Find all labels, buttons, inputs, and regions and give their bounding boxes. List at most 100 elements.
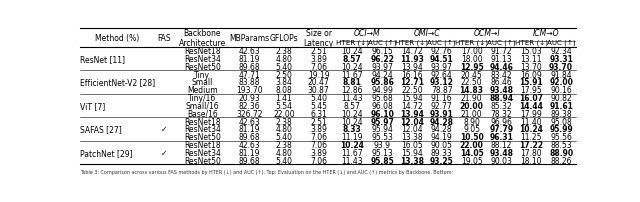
Text: 10.24: 10.24 (342, 117, 363, 126)
Text: 91.61: 91.61 (549, 101, 573, 110)
Text: 92.77: 92.77 (431, 101, 452, 110)
Text: 96.22: 96.22 (370, 55, 394, 64)
Text: 19.19: 19.19 (308, 70, 330, 79)
Text: 4.80: 4.80 (276, 148, 292, 157)
Text: ICM→O: ICM→O (533, 29, 559, 38)
Text: 96.96: 96.96 (490, 117, 513, 126)
Text: 90.16: 90.16 (550, 86, 572, 95)
Text: 16.09: 16.09 (520, 70, 542, 79)
Text: ResNet18: ResNet18 (184, 140, 221, 149)
Text: 10.24: 10.24 (519, 125, 543, 134)
Text: 12.04: 12.04 (401, 125, 423, 134)
Text: 15.94: 15.94 (401, 148, 423, 157)
Text: 95.97: 95.97 (370, 117, 394, 126)
Text: 95.08: 95.08 (550, 117, 572, 126)
Text: 10.24: 10.24 (342, 63, 363, 72)
Text: 15.91: 15.91 (520, 78, 543, 87)
Text: 2.38: 2.38 (276, 140, 292, 149)
Text: OMI→C: OMI→C (413, 29, 440, 38)
Text: 96.10: 96.10 (370, 109, 394, 118)
Text: Method (%): Method (%) (95, 34, 140, 43)
Text: 193.70: 193.70 (236, 86, 263, 95)
Text: 12.71: 12.71 (400, 78, 424, 87)
Text: Tiny/16: Tiny/16 (188, 94, 216, 103)
Text: Base/16: Base/16 (187, 109, 218, 118)
Text: 21.00: 21.00 (461, 109, 483, 118)
Text: Table 3: Comparison across various FAS methods by HTER (↓) and AUC (↑). Top: Eva: Table 3: Comparison across various FAS m… (80, 169, 453, 174)
Text: 86.46: 86.46 (491, 78, 512, 87)
Text: FAS: FAS (157, 34, 171, 43)
Text: 89.38: 89.38 (550, 109, 572, 118)
Text: Backbone
Architecture: Backbone Architecture (179, 29, 226, 48)
Text: AUC (↑): AUC (↑) (547, 40, 575, 46)
Text: 4.80: 4.80 (276, 55, 292, 64)
Text: 12.95: 12.95 (460, 63, 483, 72)
Text: 14.44: 14.44 (519, 101, 543, 110)
Text: ViT [7]: ViT [7] (81, 101, 106, 110)
Text: 47.71: 47.71 (239, 70, 260, 79)
Text: 7.06: 7.06 (310, 156, 327, 165)
Text: 89.68: 89.68 (239, 156, 260, 165)
Text: 96.31: 96.31 (490, 133, 513, 141)
Text: 88.12: 88.12 (491, 140, 512, 149)
Text: 20.93: 20.93 (239, 94, 260, 103)
Text: 92.34: 92.34 (550, 47, 572, 56)
Text: 94.99: 94.99 (371, 86, 393, 95)
Text: MBParams: MBParams (230, 34, 269, 43)
Text: 42.63: 42.63 (239, 47, 260, 56)
Text: ResNet18: ResNet18 (184, 117, 221, 126)
Text: EfficientNet-V2 [28]: EfficientNet-V2 [28] (81, 78, 156, 87)
Text: 81.19: 81.19 (239, 125, 260, 134)
Text: 95.13: 95.13 (371, 148, 393, 157)
Text: ✓: ✓ (161, 148, 168, 157)
Text: 15.94: 15.94 (401, 94, 423, 103)
Text: 91.72: 91.72 (491, 47, 512, 56)
Text: 91.13: 91.13 (491, 55, 512, 64)
Text: 8.90: 8.90 (463, 117, 480, 126)
Text: 42.63: 42.63 (239, 140, 260, 149)
Text: 93.70: 93.70 (549, 63, 573, 72)
Text: ResNet34: ResNet34 (184, 55, 221, 64)
Text: 5.40: 5.40 (310, 94, 327, 103)
Text: 7.06: 7.06 (310, 140, 327, 149)
Text: 2.38: 2.38 (276, 117, 292, 126)
Text: 326.72: 326.72 (236, 109, 263, 118)
Text: 8.08: 8.08 (276, 86, 292, 95)
Text: 8.57: 8.57 (343, 55, 362, 64)
Text: 3.89: 3.89 (310, 55, 327, 64)
Text: 13.70: 13.70 (520, 63, 542, 72)
Text: 83.42: 83.42 (491, 70, 512, 79)
Text: 2.51: 2.51 (310, 117, 327, 126)
Text: 94.46: 94.46 (490, 63, 513, 72)
Text: 93.9: 93.9 (374, 140, 390, 149)
Text: ✓: ✓ (161, 125, 168, 134)
Text: 16.16: 16.16 (401, 70, 423, 79)
Text: 9.05: 9.05 (463, 125, 480, 134)
Text: 89.68: 89.68 (239, 133, 260, 141)
Text: 5.54: 5.54 (276, 101, 292, 110)
Text: Medium: Medium (187, 86, 218, 95)
Text: 20.47: 20.47 (308, 78, 330, 87)
Text: 11.43: 11.43 (342, 94, 363, 103)
Text: 18.00: 18.00 (461, 55, 483, 64)
Text: 82.36: 82.36 (239, 101, 260, 110)
Text: 13.94: 13.94 (401, 63, 423, 72)
Text: 13.94: 13.94 (400, 109, 424, 118)
Text: 91.16: 91.16 (431, 94, 452, 103)
Text: 90.03: 90.03 (490, 156, 513, 165)
Text: SAFAS [27]: SAFAS [27] (81, 125, 122, 134)
Text: 94.24: 94.24 (371, 70, 393, 79)
Text: 81.19: 81.19 (239, 55, 260, 64)
Text: 94.28: 94.28 (430, 117, 454, 126)
Text: 3.89: 3.89 (310, 125, 327, 134)
Text: ResNet [11]: ResNet [11] (81, 55, 125, 64)
Text: 14.72: 14.72 (401, 101, 423, 110)
Text: 3.84: 3.84 (276, 78, 292, 87)
Text: 17.95: 17.95 (520, 86, 542, 95)
Text: 85.32: 85.32 (491, 101, 512, 110)
Text: 11.19: 11.19 (342, 133, 363, 141)
Text: 1.41: 1.41 (276, 94, 292, 103)
Text: 93.31: 93.31 (549, 55, 573, 64)
Text: 11.93: 11.93 (400, 55, 424, 64)
Text: 89.68: 89.68 (239, 63, 260, 72)
